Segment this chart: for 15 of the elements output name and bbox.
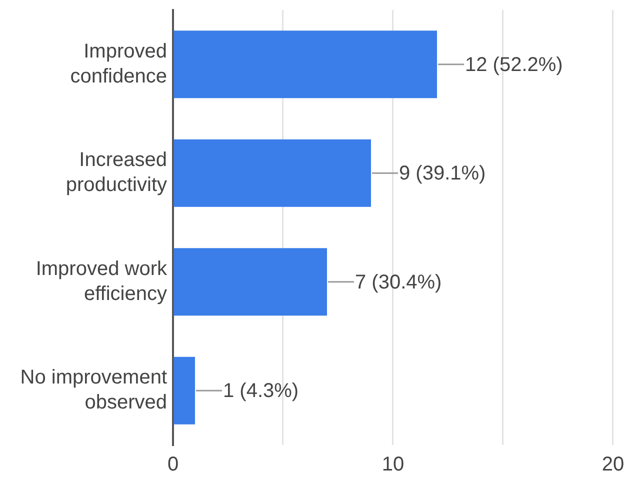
x-tick-label: 20 bbox=[602, 454, 624, 476]
y-tick-label: Increased productivity bbox=[66, 149, 167, 196]
data-label: 9 (39.1%) bbox=[399, 162, 486, 185]
y-tick-label: No improvement observed bbox=[20, 366, 168, 414]
y-tick-label: Improved work efficiency bbox=[36, 258, 168, 305]
data-label: 12 (52.2%) bbox=[465, 54, 563, 76]
bar bbox=[174, 139, 371, 207]
data-label: 7 (30.4%) bbox=[355, 271, 442, 294]
bar bbox=[174, 30, 437, 98]
data-label: 1 (4.3%) bbox=[223, 380, 299, 402]
x-tick-label: 0 bbox=[167, 454, 179, 476]
x-tick-label: 10 bbox=[382, 454, 404, 476]
y-tick-label: Improved confidence bbox=[70, 40, 167, 88]
bar bbox=[174, 356, 195, 424]
bar bbox=[174, 248, 327, 316]
